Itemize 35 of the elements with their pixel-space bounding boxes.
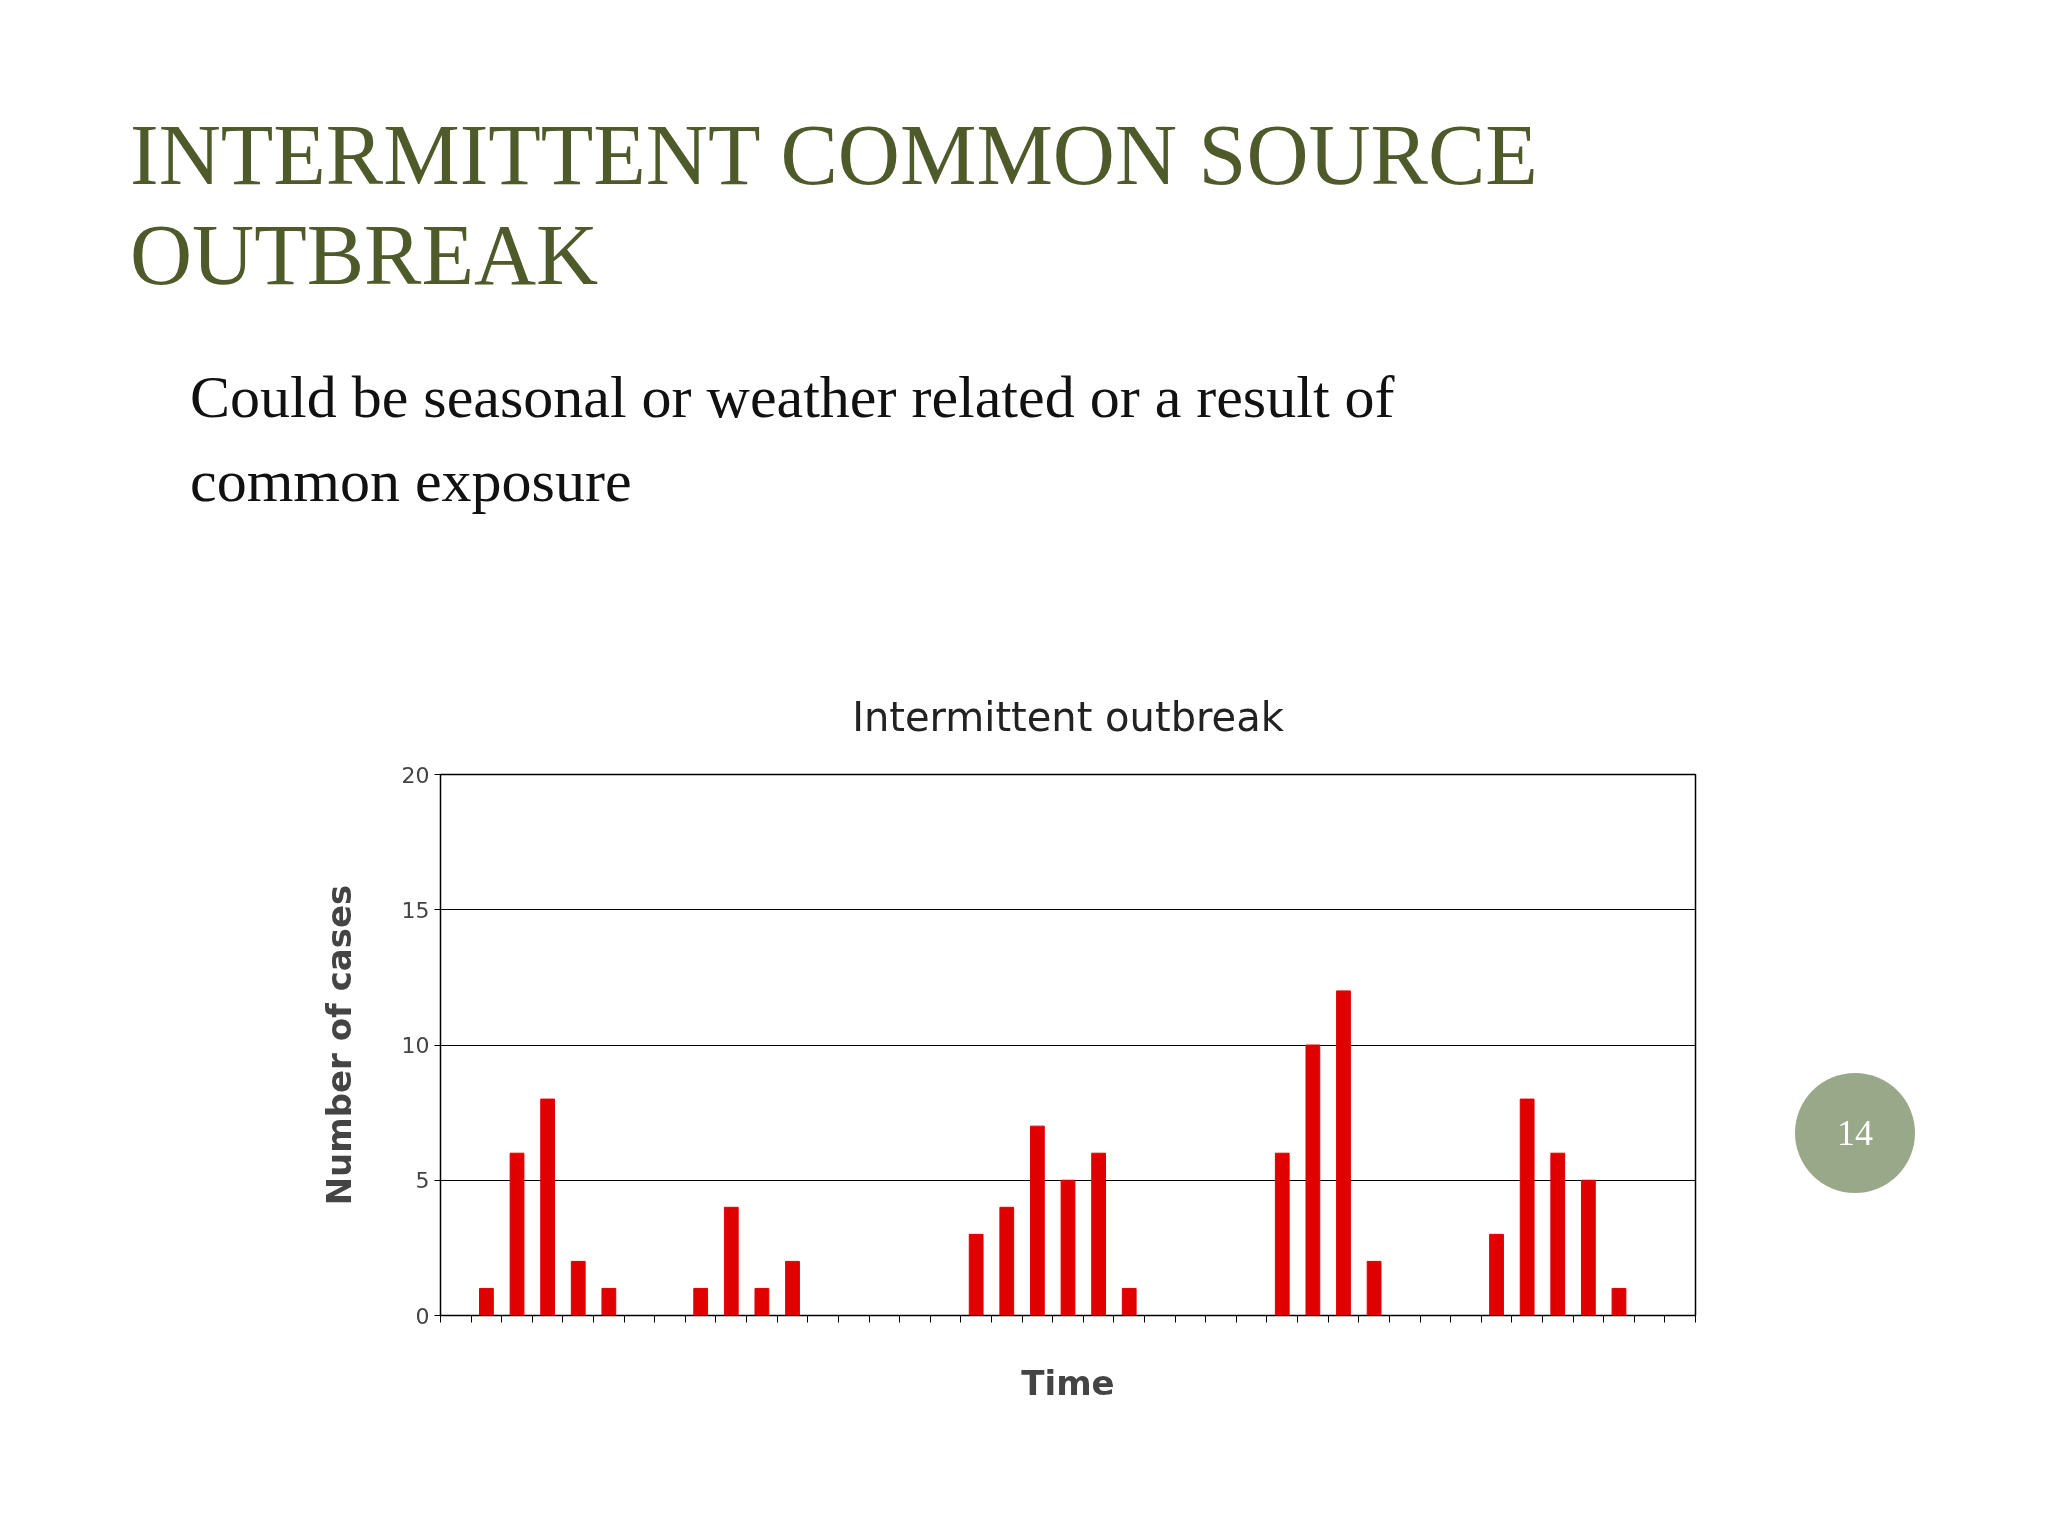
bar: [785, 1260, 800, 1316]
y-tick-label: 10: [401, 1033, 430, 1058]
bar: [968, 1233, 984, 1316]
text: INTERMITTENT COMMON SOURCE OUTBREAK: [129, 106, 1539, 305]
y-tick-label: 20: [401, 762, 430, 788]
bar: [1091, 1152, 1106, 1316]
bar: [1060, 1179, 1076, 1316]
y-axis-title: Number of cases: [318, 884, 359, 1206]
y-tick-label: 0: [415, 1303, 430, 1329]
bar: [1336, 990, 1351, 1316]
bar: [509, 1152, 525, 1316]
bar: [1611, 1287, 1627, 1316]
bar: [570, 1260, 586, 1316]
x-axis-title: Time: [1021, 1362, 1115, 1403]
bar: [1366, 1260, 1382, 1316]
bar: [723, 1206, 739, 1316]
bar: [754, 1287, 770, 1316]
bar: [601, 1287, 617, 1316]
bar: [1121, 1287, 1137, 1316]
text: Could be seasonal or weather related or a result of common exposure: [189, 363, 1396, 516]
bar: [1519, 1098, 1535, 1316]
bar: [1274, 1152, 1290, 1316]
bar: [693, 1287, 709, 1316]
y-tick-label: 5: [415, 1168, 430, 1194]
bar: [540, 1098, 556, 1316]
bar: [1489, 1233, 1504, 1316]
bar: [1580, 1179, 1596, 1316]
bar: [999, 1206, 1015, 1316]
bar: [1550, 1152, 1566, 1316]
text: 14: [1795, 1073, 1915, 1193]
chart-title: Intermittent outbreak: [852, 693, 1285, 740]
bar: [1305, 1044, 1321, 1316]
bar: [479, 1287, 494, 1316]
y-tick-label: 15: [401, 897, 430, 923]
bar: [1030, 1125, 1045, 1316]
